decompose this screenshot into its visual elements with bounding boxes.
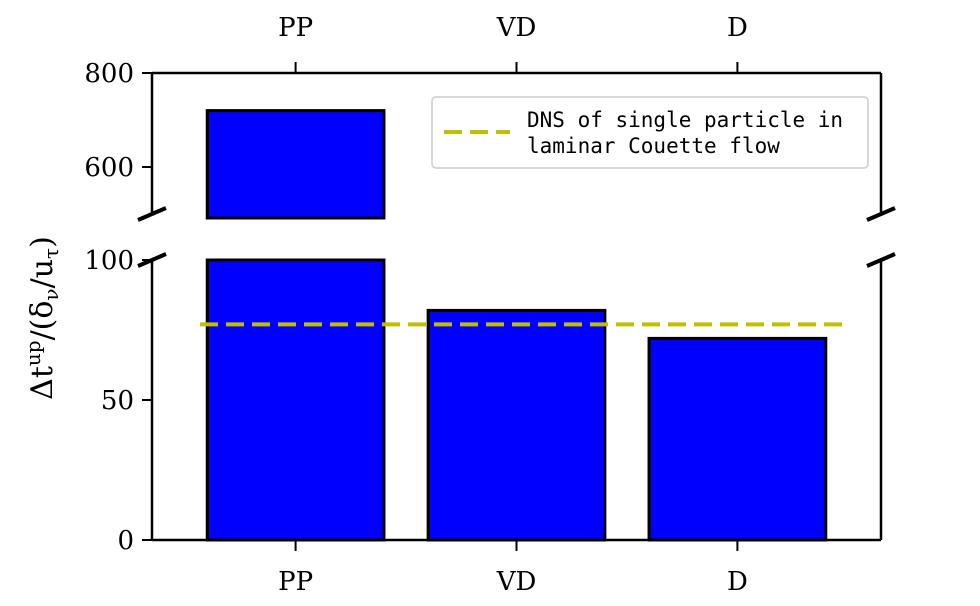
bar-vd-lower [426, 308, 607, 542]
legend-label-line-2: laminar Couette flow [527, 134, 780, 158]
lower-bars-group [205, 258, 828, 542]
y-axis-label-subscript-1: ν [39, 288, 63, 300]
lower-y-tick-label-0: 0 [117, 526, 134, 556]
y-axis-label: Δtup/(δν/uτ) [21, 236, 63, 400]
upper-bars-group [205, 109, 386, 220]
bar-d-lower [647, 336, 828, 542]
y-axis-label-main: Δt [25, 366, 60, 400]
legend-frame [431, 96, 869, 169]
legend-label-line-1: DNS of single particle in [527, 108, 843, 132]
bottom-x-tick-label-vd: VD [496, 567, 537, 597]
y-axis-label-end: ) [25, 236, 60, 248]
upper-y-tick-label-600: 600 [84, 153, 134, 183]
legend: DNS of single particle in laminar Couett… [431, 96, 869, 169]
top-x-tick-label-vd: VD [496, 13, 537, 43]
break-mark-lower-right [866, 252, 896, 268]
lower-y-tick-label-100: 100 [84, 246, 134, 276]
bottom-x-tick-label-d: D [727, 567, 748, 597]
lower-y-tick-label-50: 50 [101, 386, 134, 416]
y-axis-label-mid: /u [25, 259, 60, 288]
upper-y-tick-label-800: 800 [84, 59, 134, 89]
bottom-x-tick-label-pp: PP [278, 567, 313, 597]
break-mark-upper-left [137, 206, 167, 222]
y-axis-label-superscript: up [21, 340, 45, 366]
bar-pp-upper [205, 109, 386, 220]
y-axis-label-subscript-2: τ [39, 248, 63, 259]
top-x-tick-label-pp: PP [278, 13, 313, 43]
break-mark-upper-right [866, 206, 896, 222]
axes-group: 600 800 0 50 100 PP PP VD VD D D [84, 13, 896, 597]
y-axis-label-rest: /(δ [25, 301, 60, 341]
bar-pp-lower [205, 258, 386, 542]
top-x-tick-label-d: D [727, 13, 748, 43]
